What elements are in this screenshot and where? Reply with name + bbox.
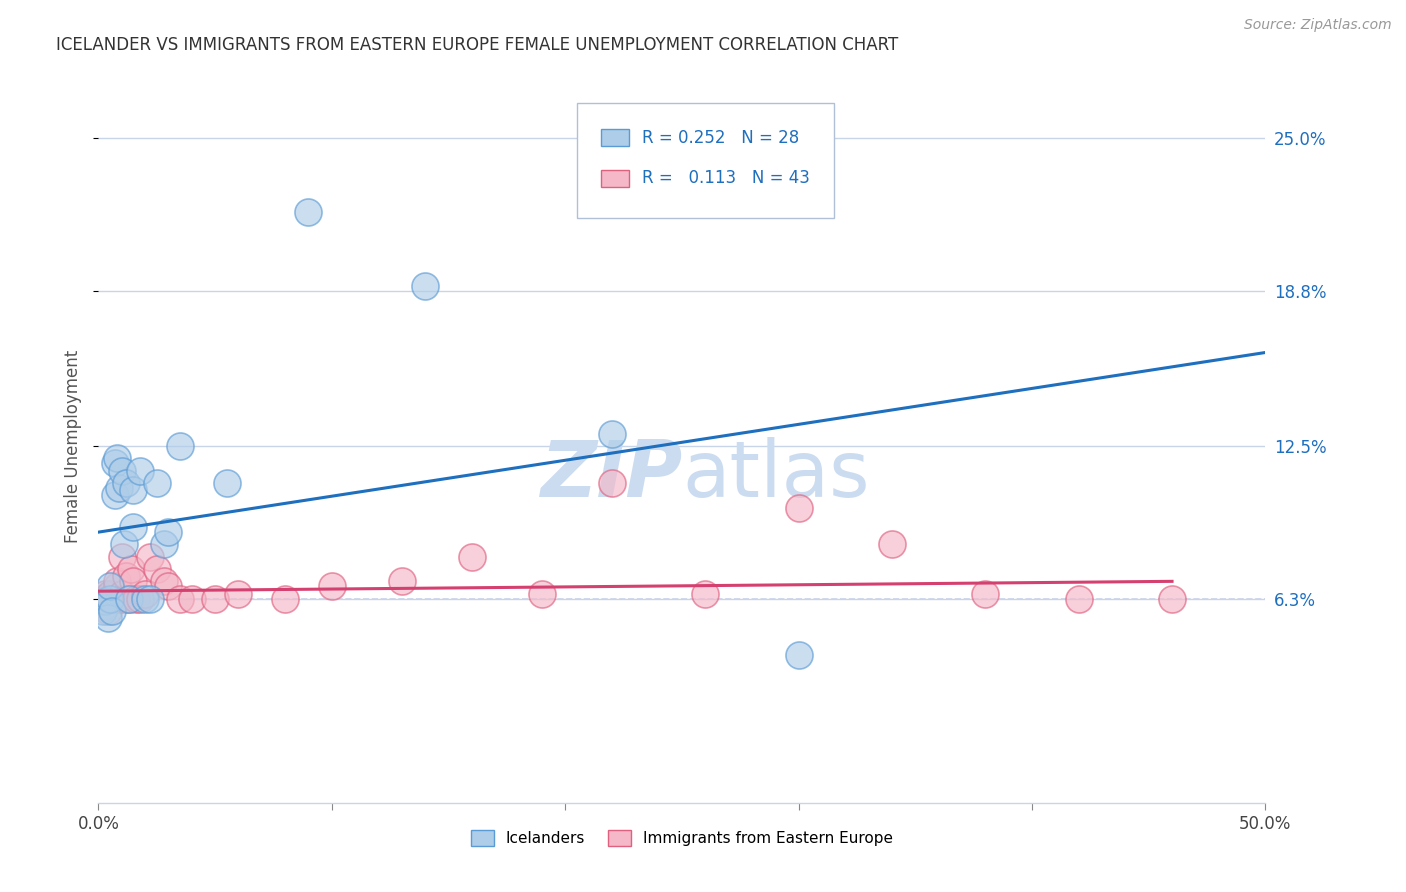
- Point: [204, 591, 226, 606]
- Text: ICELANDER VS IMMIGRANTS FROM EASTERN EUROPE FEMALE UNEMPLOYMENT CORRELATION CHAR: ICELANDER VS IMMIGRANTS FROM EASTERN EUR…: [56, 36, 898, 54]
- Point: [152, 574, 174, 589]
- Point: [104, 591, 127, 606]
- Point: [180, 591, 202, 606]
- Point: [787, 648, 810, 662]
- Point: [118, 591, 141, 606]
- Point: [461, 549, 484, 564]
- Point: [146, 562, 169, 576]
- Point: [97, 611, 120, 625]
- Point: [157, 579, 180, 593]
- Point: [134, 591, 156, 606]
- Point: [94, 587, 117, 601]
- Point: [125, 591, 148, 606]
- Point: [101, 604, 124, 618]
- Point: [139, 549, 162, 564]
- Point: [974, 587, 997, 601]
- Text: R =   0.113   N = 43: R = 0.113 N = 43: [643, 169, 810, 187]
- Point: [98, 579, 121, 593]
- Point: [105, 574, 128, 589]
- Point: [787, 500, 810, 515]
- Y-axis label: Female Unemployment: Female Unemployment: [65, 350, 83, 542]
- Point: [134, 587, 156, 601]
- Point: [122, 520, 145, 534]
- Point: [94, 599, 117, 613]
- Point: [321, 579, 343, 593]
- Point: [120, 562, 142, 576]
- Point: [98, 587, 121, 601]
- Text: atlas: atlas: [682, 436, 869, 513]
- Point: [94, 594, 117, 608]
- Text: ZIP: ZIP: [540, 436, 682, 513]
- Text: Source: ZipAtlas.com: Source: ZipAtlas.com: [1244, 18, 1392, 32]
- Point: [115, 569, 138, 583]
- Point: [157, 525, 180, 540]
- Point: [297, 205, 319, 219]
- Point: [101, 591, 124, 606]
- Point: [105, 579, 128, 593]
- Point: [112, 537, 135, 551]
- Point: [228, 587, 250, 601]
- Point: [146, 475, 169, 490]
- Point: [139, 591, 162, 606]
- Point: [600, 475, 623, 490]
- Point: [169, 591, 191, 606]
- Point: [391, 574, 413, 589]
- Point: [108, 481, 131, 495]
- Point: [98, 591, 121, 606]
- Point: [122, 483, 145, 498]
- Point: [169, 439, 191, 453]
- Point: [105, 451, 128, 466]
- Point: [129, 464, 152, 478]
- FancyBboxPatch shape: [602, 169, 630, 187]
- Point: [97, 604, 120, 618]
- Point: [111, 587, 134, 601]
- Point: [1161, 591, 1184, 606]
- FancyBboxPatch shape: [576, 103, 834, 218]
- Point: [115, 475, 138, 490]
- Point: [600, 426, 623, 441]
- Point: [129, 591, 152, 606]
- Point: [90, 591, 112, 606]
- Point: [880, 537, 903, 551]
- FancyBboxPatch shape: [602, 129, 630, 146]
- Point: [122, 574, 145, 589]
- Point: [98, 591, 121, 606]
- Point: [215, 475, 238, 490]
- Point: [108, 591, 131, 606]
- Point: [118, 591, 141, 606]
- Point: [413, 279, 436, 293]
- Point: [274, 591, 297, 606]
- Point: [111, 464, 134, 478]
- Point: [530, 587, 553, 601]
- Point: [97, 591, 120, 606]
- Point: [104, 456, 127, 470]
- Point: [695, 587, 717, 601]
- Point: [111, 549, 134, 564]
- Point: [152, 537, 174, 551]
- Point: [91, 604, 114, 618]
- Legend: Icelanders, Immigrants from Eastern Europe: Icelanders, Immigrants from Eastern Euro…: [464, 824, 900, 852]
- Point: [91, 591, 114, 606]
- Point: [104, 488, 127, 502]
- Point: [1067, 591, 1090, 606]
- Point: [112, 591, 135, 606]
- Text: R = 0.252   N = 28: R = 0.252 N = 28: [643, 128, 800, 146]
